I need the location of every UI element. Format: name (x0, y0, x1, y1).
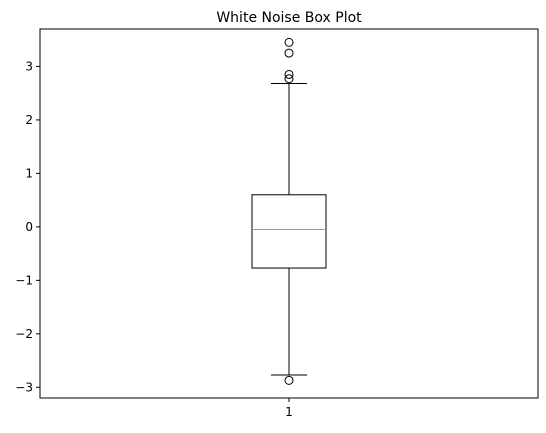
y-tick-label: −1 (15, 273, 33, 287)
y-tick-label: −2 (15, 327, 33, 341)
y-tick-label: −3 (15, 380, 33, 394)
outlier-point (284, 74, 294, 84)
y-tick-label: 0 (25, 220, 33, 234)
y-tick-label: 2 (25, 113, 33, 127)
outlier-point (284, 37, 294, 47)
chart-title: White Noise Box Plot (216, 10, 362, 26)
y-tick-label: 3 (25, 59, 33, 73)
plot-area: −3 −2 −1 0 1 2 3 1 (15, 28, 539, 419)
axes-frame (39, 28, 539, 399)
iqr-box (251, 194, 327, 269)
outlier-point (284, 48, 294, 58)
x-tick-label: 1 (285, 405, 293, 419)
outlier-point (284, 69, 294, 79)
y-tick-label: 1 (25, 166, 33, 180)
outlier-point (284, 375, 294, 385)
